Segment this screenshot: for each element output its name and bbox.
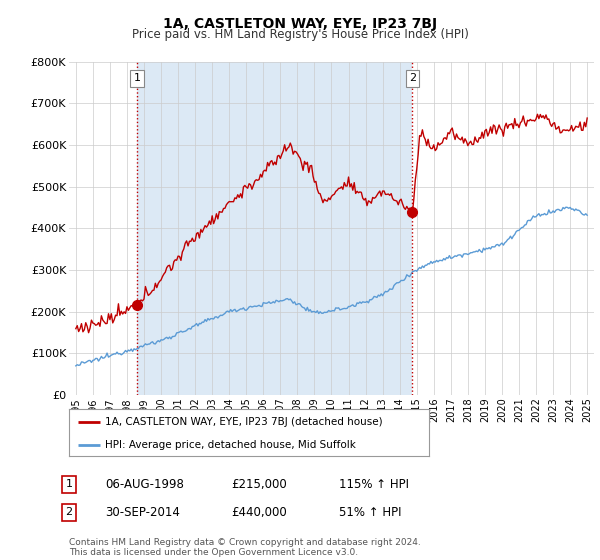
Text: £440,000: £440,000: [231, 506, 287, 519]
Text: 06-AUG-1998: 06-AUG-1998: [105, 478, 184, 491]
Text: 1A, CASTLETON WAY, EYE, IP23 7BJ (detached house): 1A, CASTLETON WAY, EYE, IP23 7BJ (detach…: [105, 417, 383, 427]
Text: 1A, CASTLETON WAY, EYE, IP23 7BJ: 1A, CASTLETON WAY, EYE, IP23 7BJ: [163, 17, 437, 31]
Text: 115% ↑ HPI: 115% ↑ HPI: [339, 478, 409, 491]
Text: Price paid vs. HM Land Registry's House Price Index (HPI): Price paid vs. HM Land Registry's House …: [131, 28, 469, 41]
Text: HPI: Average price, detached house, Mid Suffolk: HPI: Average price, detached house, Mid …: [105, 440, 356, 450]
Bar: [137, 62, 412, 395]
Text: 2: 2: [409, 73, 416, 83]
Text: 1: 1: [65, 479, 73, 489]
Text: 2: 2: [65, 507, 73, 517]
Text: Contains HM Land Registry data © Crown copyright and database right 2024.
This d: Contains HM Land Registry data © Crown c…: [69, 538, 421, 557]
Text: £215,000: £215,000: [231, 478, 287, 491]
Text: 30-SEP-2014: 30-SEP-2014: [105, 506, 180, 519]
Text: 51% ↑ HPI: 51% ↑ HPI: [339, 506, 401, 519]
Text: 1: 1: [134, 73, 140, 83]
